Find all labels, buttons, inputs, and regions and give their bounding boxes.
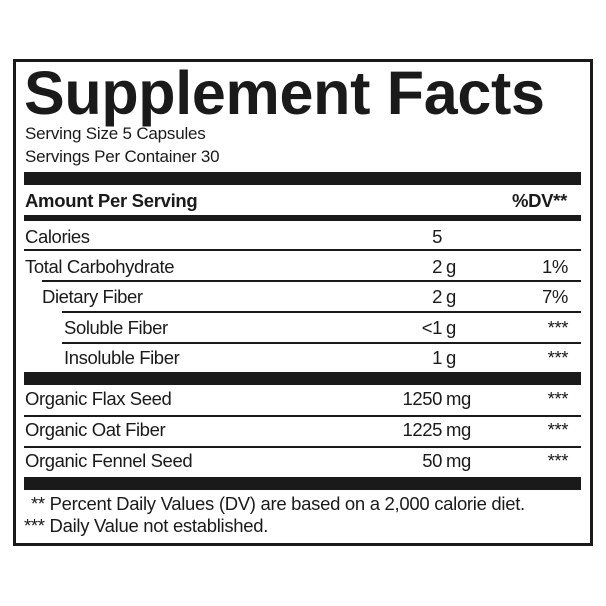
nutrient-dv: ***: [547, 347, 569, 368]
nutrient-dv: ***: [547, 450, 569, 471]
nutrient-unit: g: [446, 317, 456, 338]
supplement-facts-panel: [13, 59, 593, 546]
nutrient-name: Total Carbohydrate: [25, 256, 175, 277]
nutrient-dv: 7%: [542, 286, 568, 307]
nutrient-name: Organic Fennel Seed: [25, 450, 193, 471]
nutrient-unit: g: [446, 256, 456, 277]
nutrient-amount: 50: [422, 450, 442, 471]
medium-divider: [24, 215, 581, 221]
nutrient-unit: g: [446, 347, 456, 368]
nutrient-dv: ***: [547, 317, 569, 338]
nutrient-name: Organic Oat Fiber: [25, 419, 166, 440]
footnote-dv: ** Percent Daily Values (DV) are based o…: [31, 493, 525, 514]
servings-per-container: Servings Per Container 30: [25, 147, 220, 166]
serving-size: Serving Size 5 Capsules: [25, 124, 206, 143]
row-divider: [24, 446, 581, 448]
nutrient-dv: 1%: [542, 256, 568, 277]
nutrient-unit: mg: [446, 419, 471, 440]
row-divider: [62, 342, 581, 344]
row-divider: [62, 311, 581, 313]
nutrient-amount: 1225: [402, 419, 442, 440]
panel-title: Supplement Facts: [24, 59, 545, 127]
nutrient-name: Dietary Fiber: [42, 286, 143, 307]
amount-per-serving-header: Amount Per Serving: [25, 190, 198, 211]
nutrient-unit: mg: [446, 450, 471, 471]
dv-header: %DV**: [511, 190, 567, 211]
nutrient-amount: <1: [421, 317, 443, 338]
nutrient-dv: ***: [547, 419, 569, 440]
nutrient-amount: 5: [432, 226, 442, 247]
footnote-not-established: *** Daily Value not established.: [24, 515, 269, 536]
nutrient-name: Organic Flax Seed: [25, 388, 172, 409]
nutrient-name: Calories: [25, 226, 90, 247]
nutrient-name: Soluble Fiber: [64, 317, 168, 338]
nutrient-amount: 1: [432, 347, 442, 368]
nutrient-amount: 2: [432, 256, 442, 277]
nutrient-dv: ***: [547, 388, 569, 409]
nutrient-unit: g: [446, 286, 456, 307]
nutrient-name: Insoluble Fiber: [64, 347, 180, 368]
nutrient-amount: 1250: [402, 388, 442, 409]
thick-divider: [24, 477, 581, 490]
row-divider: [42, 280, 581, 282]
nutrient-amount: 2: [432, 286, 442, 307]
thick-divider: [24, 372, 581, 385]
thick-divider: [24, 172, 581, 185]
row-divider: [24, 415, 581, 417]
row-divider: [24, 249, 581, 251]
nutrient-unit: mg: [446, 388, 471, 409]
